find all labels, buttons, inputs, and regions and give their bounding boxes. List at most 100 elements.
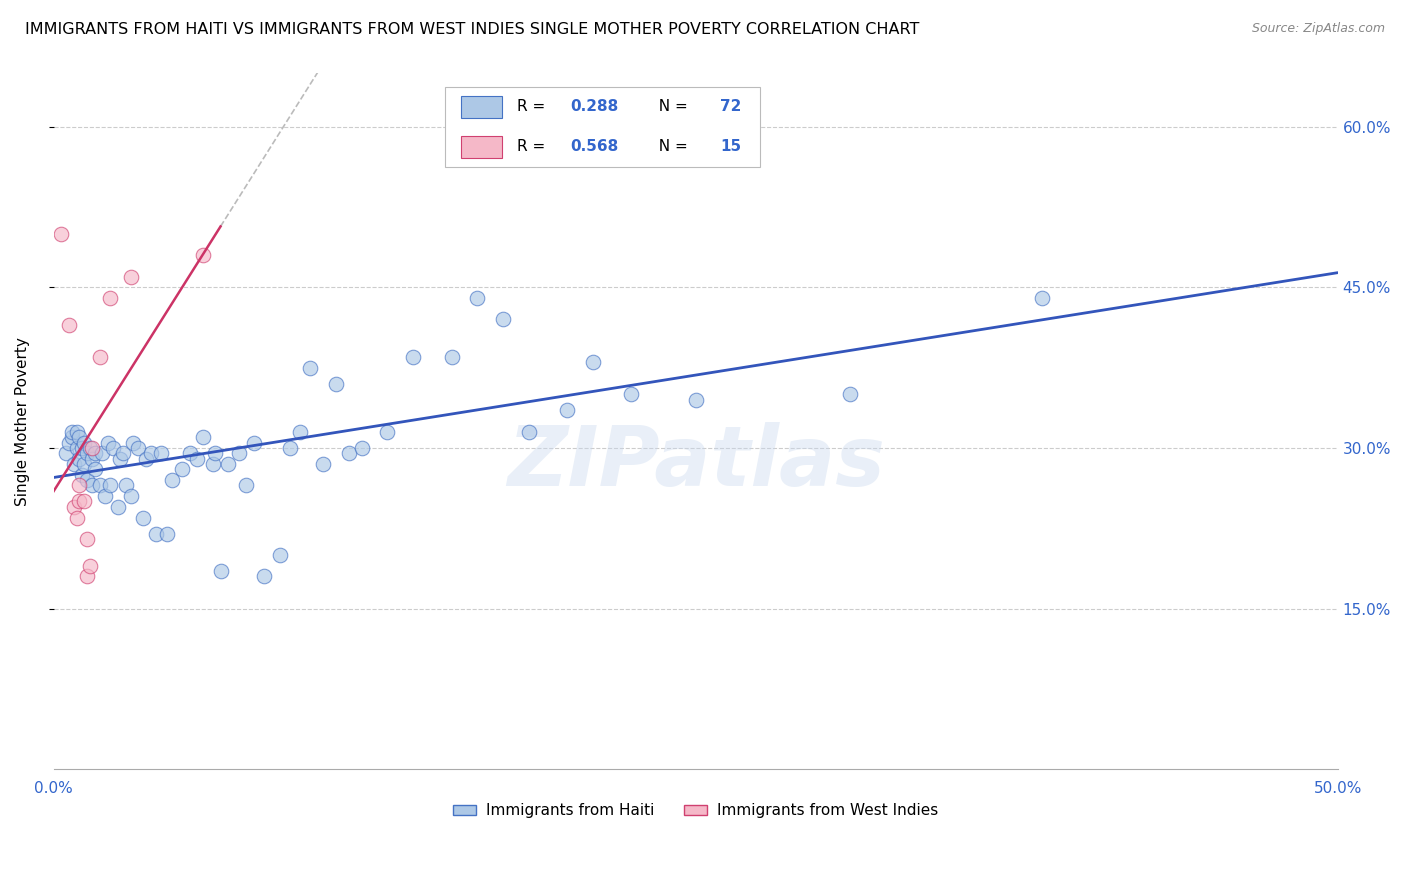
Point xyxy=(555,403,578,417)
Point xyxy=(63,457,86,471)
Point xyxy=(120,269,142,284)
Point xyxy=(269,548,291,562)
Point xyxy=(91,446,114,460)
Point xyxy=(73,494,96,508)
Point xyxy=(150,446,173,460)
Point xyxy=(288,425,311,439)
Point xyxy=(1031,291,1053,305)
Point xyxy=(278,441,301,455)
Text: IMMIGRANTS FROM HAITI VS IMMIGRANTS FROM WEST INDIES SINGLE MOTHER POVERTY CORRE: IMMIGRANTS FROM HAITI VS IMMIGRANTS FROM… xyxy=(25,22,920,37)
Point xyxy=(66,510,89,524)
Point xyxy=(160,473,183,487)
Point xyxy=(122,435,145,450)
Point xyxy=(141,446,163,460)
Point xyxy=(83,446,105,460)
Point xyxy=(299,360,322,375)
Text: 72: 72 xyxy=(720,99,741,114)
Point xyxy=(94,489,117,503)
Point xyxy=(76,446,98,460)
Point xyxy=(67,451,90,466)
Point xyxy=(377,425,399,439)
Text: Source: ZipAtlas.com: Source: ZipAtlas.com xyxy=(1251,22,1385,36)
Point xyxy=(55,446,77,460)
Point xyxy=(191,248,214,262)
Point xyxy=(235,478,257,492)
Point xyxy=(838,387,860,401)
Point xyxy=(582,355,605,369)
Point xyxy=(155,526,177,541)
Point xyxy=(58,318,80,332)
Point xyxy=(402,350,425,364)
Point xyxy=(73,457,96,471)
Point xyxy=(135,451,157,466)
Point xyxy=(67,430,90,444)
Point xyxy=(337,446,360,460)
Point xyxy=(76,532,98,546)
Point xyxy=(111,446,134,460)
Legend: Immigrants from Haiti, Immigrants from West Indies: Immigrants from Haiti, Immigrants from W… xyxy=(447,797,943,824)
Point xyxy=(685,392,707,407)
Point xyxy=(209,564,232,578)
Point xyxy=(170,462,193,476)
Point xyxy=(58,435,80,450)
Point xyxy=(70,467,93,482)
Point xyxy=(179,446,201,460)
Point xyxy=(51,227,73,241)
Point xyxy=(96,435,118,450)
Text: R =: R = xyxy=(517,139,550,154)
Point xyxy=(228,446,250,460)
Point xyxy=(191,430,214,444)
Point xyxy=(63,500,86,514)
Point xyxy=(201,457,224,471)
Point xyxy=(73,435,96,450)
Point xyxy=(127,441,149,455)
FancyBboxPatch shape xyxy=(461,136,502,158)
Point xyxy=(467,291,489,305)
Point xyxy=(70,441,93,455)
Point xyxy=(132,510,155,524)
Point xyxy=(253,569,276,583)
FancyBboxPatch shape xyxy=(446,87,759,167)
Point xyxy=(110,451,132,466)
Point xyxy=(243,435,266,450)
Point xyxy=(67,478,90,492)
Point xyxy=(89,478,111,492)
Point xyxy=(217,457,239,471)
Text: 15: 15 xyxy=(720,139,741,154)
FancyBboxPatch shape xyxy=(461,95,502,118)
Point xyxy=(204,446,226,460)
Text: N =: N = xyxy=(650,99,693,114)
Text: N =: N = xyxy=(650,139,693,154)
Point xyxy=(620,387,643,401)
Point xyxy=(145,526,167,541)
Point xyxy=(82,451,104,466)
Text: 0.568: 0.568 xyxy=(569,139,619,154)
Point xyxy=(60,430,83,444)
Point xyxy=(517,425,540,439)
Point xyxy=(83,462,105,476)
Point xyxy=(114,478,136,492)
Point xyxy=(107,500,129,514)
Point xyxy=(312,457,335,471)
Point xyxy=(67,494,90,508)
Y-axis label: Single Mother Poverty: Single Mother Poverty xyxy=(15,336,30,506)
Point xyxy=(98,478,121,492)
Point xyxy=(98,291,121,305)
Point xyxy=(350,441,373,455)
Point xyxy=(76,569,98,583)
Point xyxy=(89,350,111,364)
Text: R =: R = xyxy=(517,99,550,114)
Point xyxy=(325,376,347,391)
Point xyxy=(120,489,142,503)
Text: 0.288: 0.288 xyxy=(569,99,619,114)
Point xyxy=(66,441,89,455)
Point xyxy=(76,473,98,487)
Point xyxy=(101,441,124,455)
Point xyxy=(492,312,515,326)
Point xyxy=(186,451,208,466)
Point xyxy=(440,350,463,364)
Point xyxy=(79,558,101,573)
Point xyxy=(82,441,104,455)
Text: ZIPatlas: ZIPatlas xyxy=(506,423,884,503)
Point xyxy=(60,425,83,439)
